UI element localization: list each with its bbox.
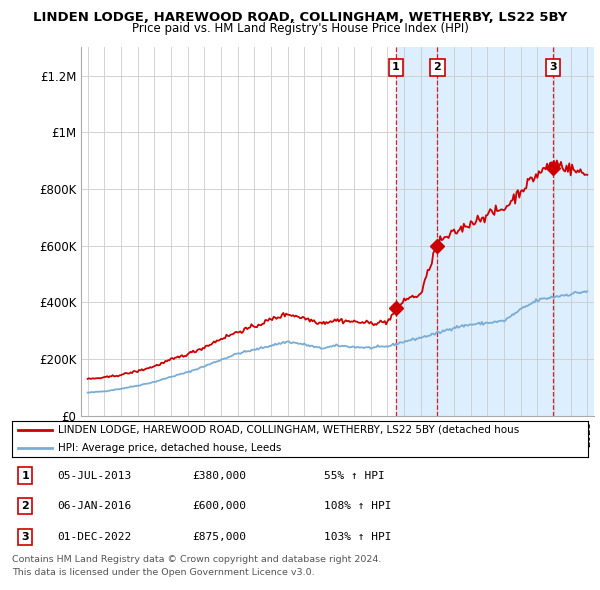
Text: 05-JUL-2013: 05-JUL-2013 xyxy=(57,471,131,480)
Text: 2: 2 xyxy=(22,502,29,511)
Bar xyxy=(437,47,553,416)
Text: £600,000: £600,000 xyxy=(192,502,246,511)
Text: LINDEN LODGE, HAREWOOD ROAD, COLLINGHAM, WETHERBY, LS22 5BY (detached hous: LINDEN LODGE, HAREWOOD ROAD, COLLINGHAM,… xyxy=(58,425,520,435)
Text: 55% ↑ HPI: 55% ↑ HPI xyxy=(324,471,385,480)
Text: £875,000: £875,000 xyxy=(192,532,246,542)
Text: 3: 3 xyxy=(549,63,557,73)
Text: 103% ↑ HPI: 103% ↑ HPI xyxy=(324,532,392,542)
Text: 2: 2 xyxy=(434,63,442,73)
Bar xyxy=(553,47,596,416)
Text: This data is licensed under the Open Government Licence v3.0.: This data is licensed under the Open Gov… xyxy=(12,568,314,577)
Text: 01-DEC-2022: 01-DEC-2022 xyxy=(57,532,131,542)
Text: 1: 1 xyxy=(22,471,29,480)
Text: Price paid vs. HM Land Registry's House Price Index (HPI): Price paid vs. HM Land Registry's House … xyxy=(131,22,469,35)
Text: Contains HM Land Registry data © Crown copyright and database right 2024.: Contains HM Land Registry data © Crown c… xyxy=(12,555,382,564)
Text: 1: 1 xyxy=(392,63,400,73)
Text: 06-JAN-2016: 06-JAN-2016 xyxy=(57,502,131,511)
Text: 3: 3 xyxy=(22,532,29,542)
Text: LINDEN LODGE, HAREWOOD ROAD, COLLINGHAM, WETHERBY, LS22 5BY: LINDEN LODGE, HAREWOOD ROAD, COLLINGHAM,… xyxy=(33,11,567,24)
Text: 108% ↑ HPI: 108% ↑ HPI xyxy=(324,502,392,511)
Text: £380,000: £380,000 xyxy=(192,471,246,480)
Text: HPI: Average price, detached house, Leeds: HPI: Average price, detached house, Leed… xyxy=(58,443,281,453)
Bar xyxy=(396,47,437,416)
